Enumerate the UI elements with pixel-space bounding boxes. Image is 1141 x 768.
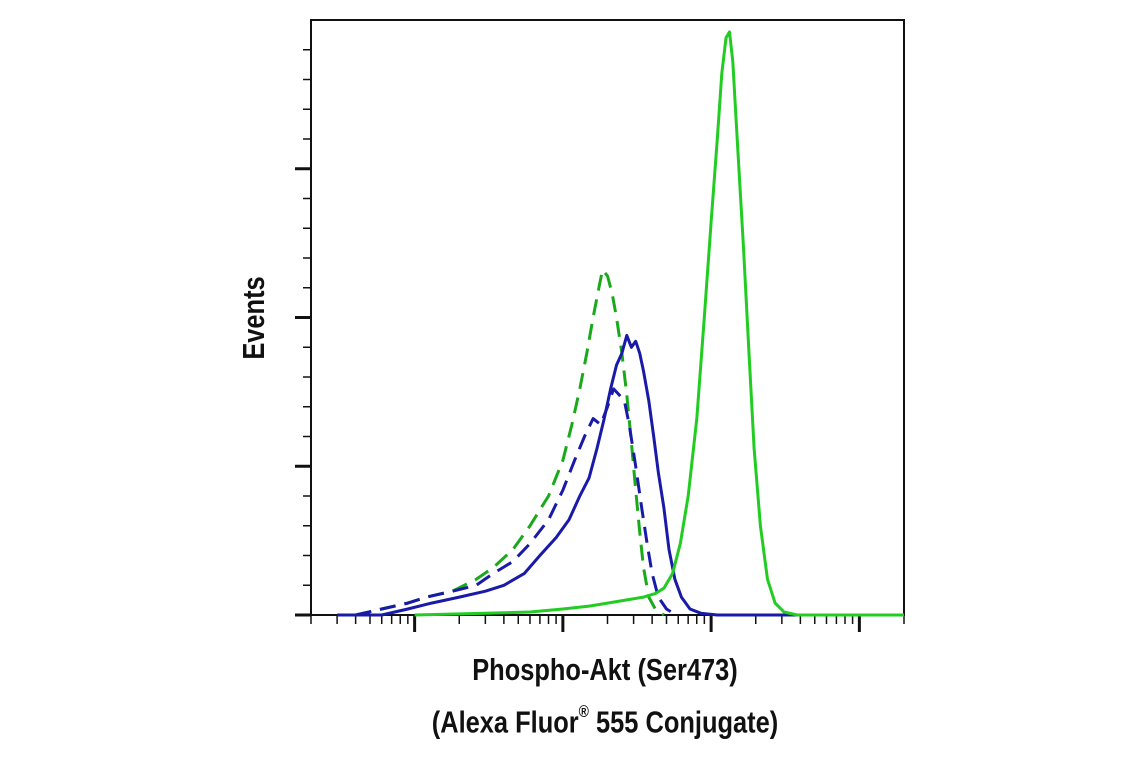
series-line-1 [355,268,665,617]
x-axis-title-line2-end: 555 Conjugate) [588,704,779,740]
x-axis-title-line2-main: (Alexa Fluor [431,704,579,740]
registered-mark: ® [578,702,589,721]
series-line-2 [355,387,677,617]
series-line-3 [337,333,904,617]
y-axis-title: Events [236,276,271,360]
x-axis-title-line1: Phospho-Akt (Ser473) [472,652,738,687]
series-line-4 [414,30,904,617]
x-axis-title-line2: (Alexa Fluor® 555 Conjugate) [109,702,1101,740]
plot-frame [310,19,905,616]
